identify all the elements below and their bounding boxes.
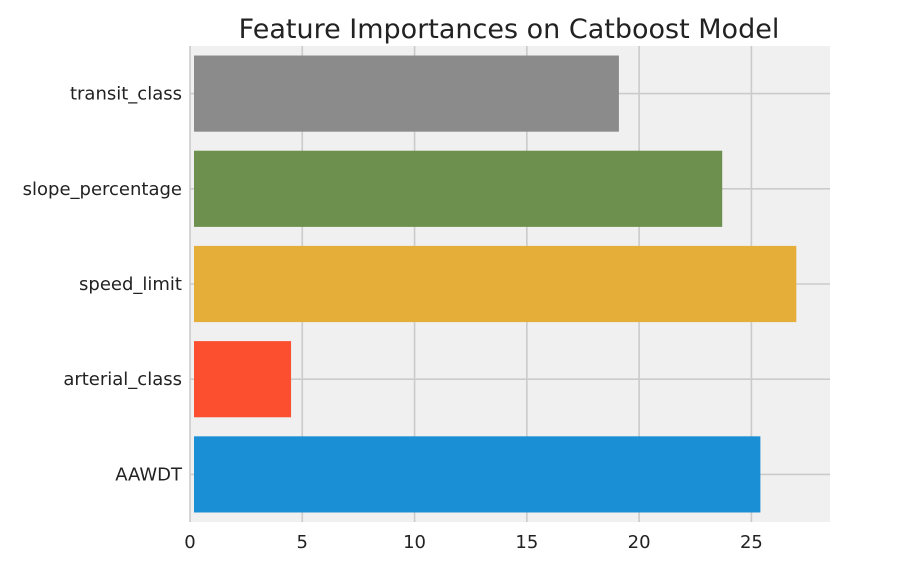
bar-transit-class [194,55,619,132]
bar-aawdt [194,436,761,513]
bar-speed-limit [194,245,797,323]
x-tick-label: 5 [297,532,308,553]
x-tick-labels: 0 5 10 15 20 25 [184,532,763,553]
bars [194,55,797,513]
x-tick-label: 10 [403,532,426,553]
x-tick-label: 20 [628,532,651,553]
y-tick-label: AAWDT [115,464,183,485]
x-tick-label: 25 [740,532,763,553]
y-tick-labels: AAWDT arterial_class speed_limit slope_perc… [23,84,183,486]
bar-slope-percentage [194,150,723,227]
y-tick-label: speed_limit [79,274,182,295]
x-tick-label: 0 [184,532,195,553]
y-tick-label: arterial_class [63,369,182,390]
chart-title: Feature Importances on Catboost Model [239,14,780,45]
bar-arterial-class [194,341,292,418]
y-tick-label: slope_percentage [23,179,182,200]
x-tick-label: 15 [515,532,538,553]
y-tick-label: transit_class [70,84,182,105]
